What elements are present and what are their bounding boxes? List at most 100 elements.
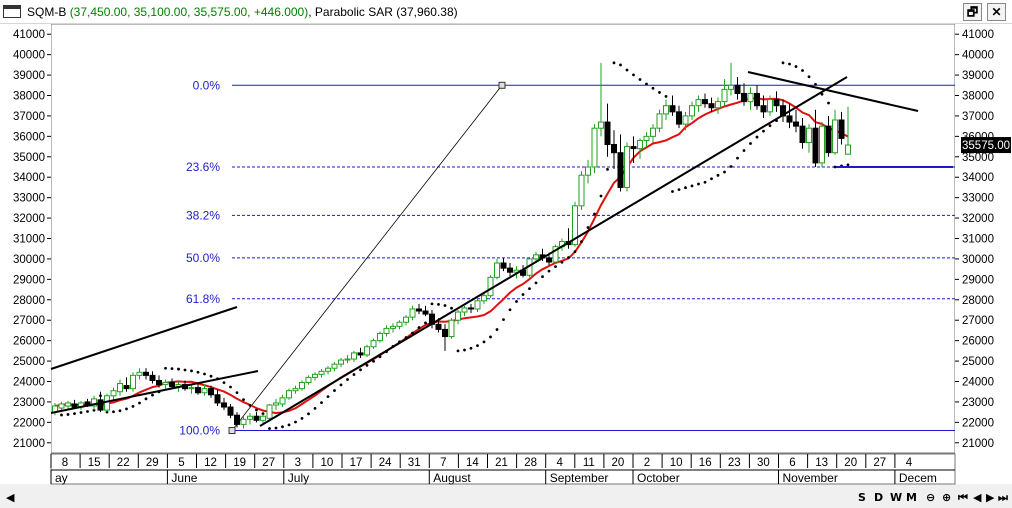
sar-dot [118, 409, 122, 413]
sar-dot [203, 372, 206, 376]
candle-down [416, 308, 422, 312]
first-page-icon[interactable]: ⏮ [958, 491, 968, 504]
candle-up [318, 370, 325, 375]
candle-up [585, 166, 591, 176]
chart-window-icon[interactable] [3, 5, 21, 18]
candle-up [572, 205, 578, 246]
x-axis-panel [50, 453, 956, 485]
candle-up [136, 371, 143, 376]
sar-dot [86, 410, 89, 413]
y-tick-label-left: 29000 [13, 274, 45, 286]
x-tick-label: 11 [583, 457, 595, 469]
sar-dot [424, 321, 427, 325]
candle-up [650, 127, 656, 137]
sar-dot [443, 304, 447, 307]
sar-dot [307, 412, 310, 416]
candle-up [201, 388, 208, 394]
next-page-icon[interactable]: ▶ [986, 491, 995, 504]
period-button-m[interactable]: M [906, 491, 917, 504]
candle-down [786, 115, 793, 123]
sar-dot [716, 173, 720, 177]
indicator-name: Parabolic SAR (37,960.38) [314, 5, 458, 19]
sar-dot [638, 78, 642, 81]
candle-up [409, 308, 416, 318]
period-button-d[interactable]: D [874, 491, 883, 504]
candle-down [468, 307, 474, 310]
sar-dot [846, 163, 850, 167]
candle-up [240, 418, 247, 425]
sar-dot [534, 281, 538, 285]
x-tick-label: 16 [699, 457, 712, 469]
candle-up [455, 311, 461, 321]
y-tick-label-right: 37000 [962, 111, 994, 123]
sar-dot [151, 393, 154, 397]
candle-down [741, 92, 747, 103]
sar-dot [365, 364, 369, 367]
candle-up [689, 105, 695, 117]
y-tick-label-left: 30000 [13, 254, 45, 266]
sar-dot [417, 326, 421, 329]
candle-up [487, 276, 494, 297]
sar-dot [359, 368, 362, 372]
candle-down [754, 92, 760, 107]
candle-down [435, 323, 442, 330]
sar-dot [528, 287, 531, 291]
candle-up [637, 139, 643, 150]
candle-down [617, 152, 624, 188]
sar-dot [131, 405, 135, 408]
trendline [50, 306, 238, 370]
sar-dot [411, 331, 414, 335]
candle-up [715, 101, 721, 109]
prev-page-icon[interactable]: ◀ [973, 491, 982, 504]
chart-container[interactable]: 21000 21000 22000 22000 23000 23000 24000 24000… [0, 24, 1012, 508]
sar-dot [567, 256, 570, 259]
candle-up [663, 105, 669, 115]
sar-dot [235, 391, 239, 395]
candle-up [481, 295, 487, 302]
candle-up [91, 398, 97, 407]
candle-up [370, 340, 377, 348]
sar-dot [833, 165, 837, 169]
sar-dot [66, 413, 70, 416]
sar-dot [242, 398, 245, 402]
restore-window-button[interactable]: 🗗 [963, 3, 982, 21]
fib-level-label: 0.0% [193, 78, 221, 92]
sar-dot [645, 82, 648, 86]
candle-up [390, 325, 396, 329]
candle-down [773, 99, 780, 107]
period-button-w[interactable]: W [890, 491, 902, 504]
candle-up [624, 146, 630, 188]
period-button-s[interactable]: S [858, 491, 866, 504]
sar-dot [762, 129, 765, 133]
y-tick-label-left: 32000 [13, 213, 45, 225]
candle-down [793, 121, 799, 127]
sar-dot [229, 385, 232, 389]
sar-dot [560, 260, 564, 264]
last-page-icon[interactable]: ⏭ [998, 491, 1008, 504]
candle-up [266, 404, 273, 419]
sar-dot [827, 101, 830, 105]
sar-dot [112, 410, 115, 414]
candle-up [325, 367, 331, 372]
y-tick-label-left: 23000 [13, 397, 45, 409]
month-label: Decem [899, 471, 937, 485]
close-window-button[interactable]: ✕ [987, 3, 1006, 21]
candle-up [494, 262, 500, 278]
sar-dot [580, 240, 583, 244]
zoom-in-icon[interactable]: ⊕ [942, 491, 951, 504]
sar-dot [820, 92, 824, 96]
candle-up [260, 415, 266, 421]
sar-dot [125, 407, 128, 411]
zoom-out-icon[interactable]: ⊖ [926, 491, 935, 504]
ohlc-values: (37,450.00, 35,100.00, 35,575.00, +446.0… [69, 5, 309, 19]
candle-down [702, 99, 708, 105]
sar-dot [170, 367, 174, 371]
x-tick-label: 2 [644, 457, 650, 469]
sar-dot [619, 63, 622, 67]
nav-bar [0, 486, 1012, 508]
sar-dot [768, 124, 772, 128]
y-tick-label-right: 25000 [962, 356, 994, 368]
sar-dot [684, 186, 687, 190]
fib-anchor-line [231, 85, 503, 431]
